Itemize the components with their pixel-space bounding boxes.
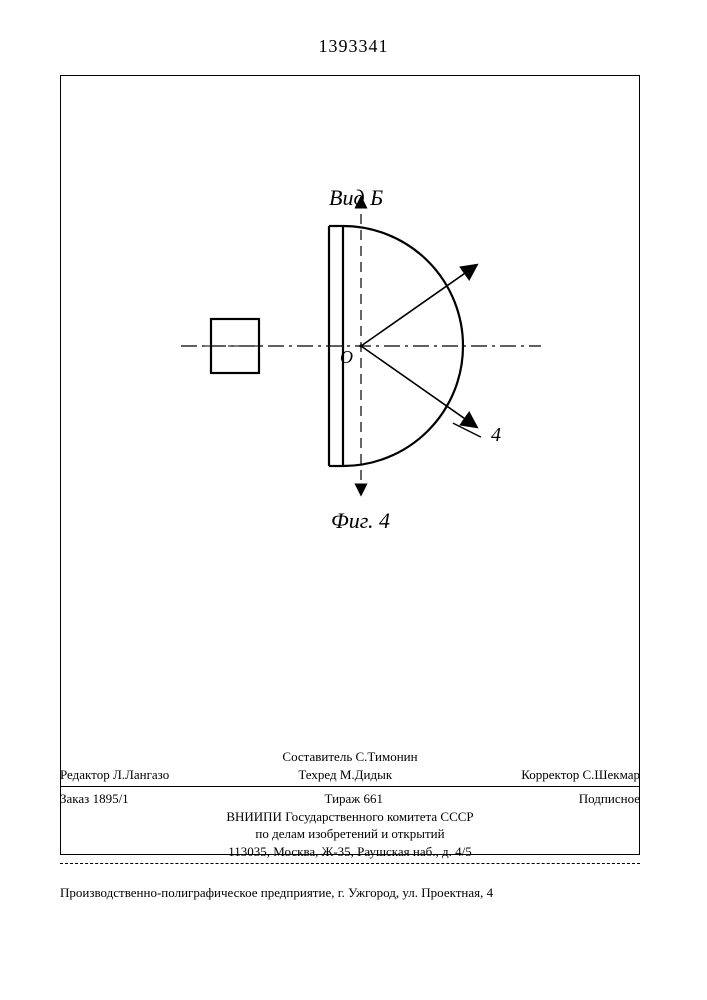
editor-name: Л.Лангазо (113, 767, 169, 782)
compiler-line: Составитель С.Тимонин (60, 748, 640, 766)
corrector-name: С.Шекмар (582, 767, 640, 782)
compiler-label: Составитель (282, 749, 352, 764)
circulation-value: 661 (364, 791, 384, 806)
corrector-cell: Корректор С.Шекмар (521, 766, 640, 784)
address-line: 113035, Москва, Ж-35, Раушская наб., д. … (60, 843, 640, 861)
techred-label: Техред (298, 767, 336, 782)
divider-1 (60, 786, 640, 787)
content-frame: Вид Б О 4 Фиг. 4 (60, 75, 640, 855)
callout-4: 4 (491, 424, 501, 447)
corrector-label: Корректор (521, 767, 579, 782)
printer-line: Производственно-полиграфическое предприя… (60, 885, 640, 901)
figure-label: Фиг. 4 (331, 508, 390, 534)
page-number: 1393341 (0, 36, 707, 57)
order-row: Заказ 1895/1 Тираж 661 Подписное (60, 790, 640, 808)
org-line-2: по делам изобретений и открытий (60, 825, 640, 843)
editor-cell: Редактор Л.Лангазо (60, 766, 169, 784)
order-label: Заказ (60, 791, 89, 806)
order-value: 1895/1 (93, 791, 129, 806)
order-cell: Заказ 1895/1 (60, 790, 129, 808)
diagram (61, 76, 641, 576)
divider-2 (60, 863, 640, 864)
org-line-1: ВНИИПИ Государственного комитета СССР (60, 808, 640, 826)
circulation-label: Тираж (324, 791, 360, 806)
editor-row: Редактор Л.Лангазо Техред М.Дидык Коррек… (60, 766, 640, 784)
compiler-name: С.Тимонин (356, 749, 418, 764)
footer-block: Составитель С.Тимонин Редактор Л.Лангазо… (60, 748, 640, 867)
subscription-cell: Подписное (579, 790, 640, 808)
origin-label: О (340, 347, 353, 368)
circulation-cell: Тираж 661 (324, 790, 383, 808)
editor-label: Редактор (60, 767, 110, 782)
view-label: Вид Б (329, 185, 383, 211)
techred-name: М.Дидык (340, 767, 392, 782)
patent-page: 1393341 Вид Б О 4 Фиг. 4 Составитель С.Т… (0, 0, 707, 1000)
techred-cell: Техред М.Дидык (298, 766, 392, 784)
